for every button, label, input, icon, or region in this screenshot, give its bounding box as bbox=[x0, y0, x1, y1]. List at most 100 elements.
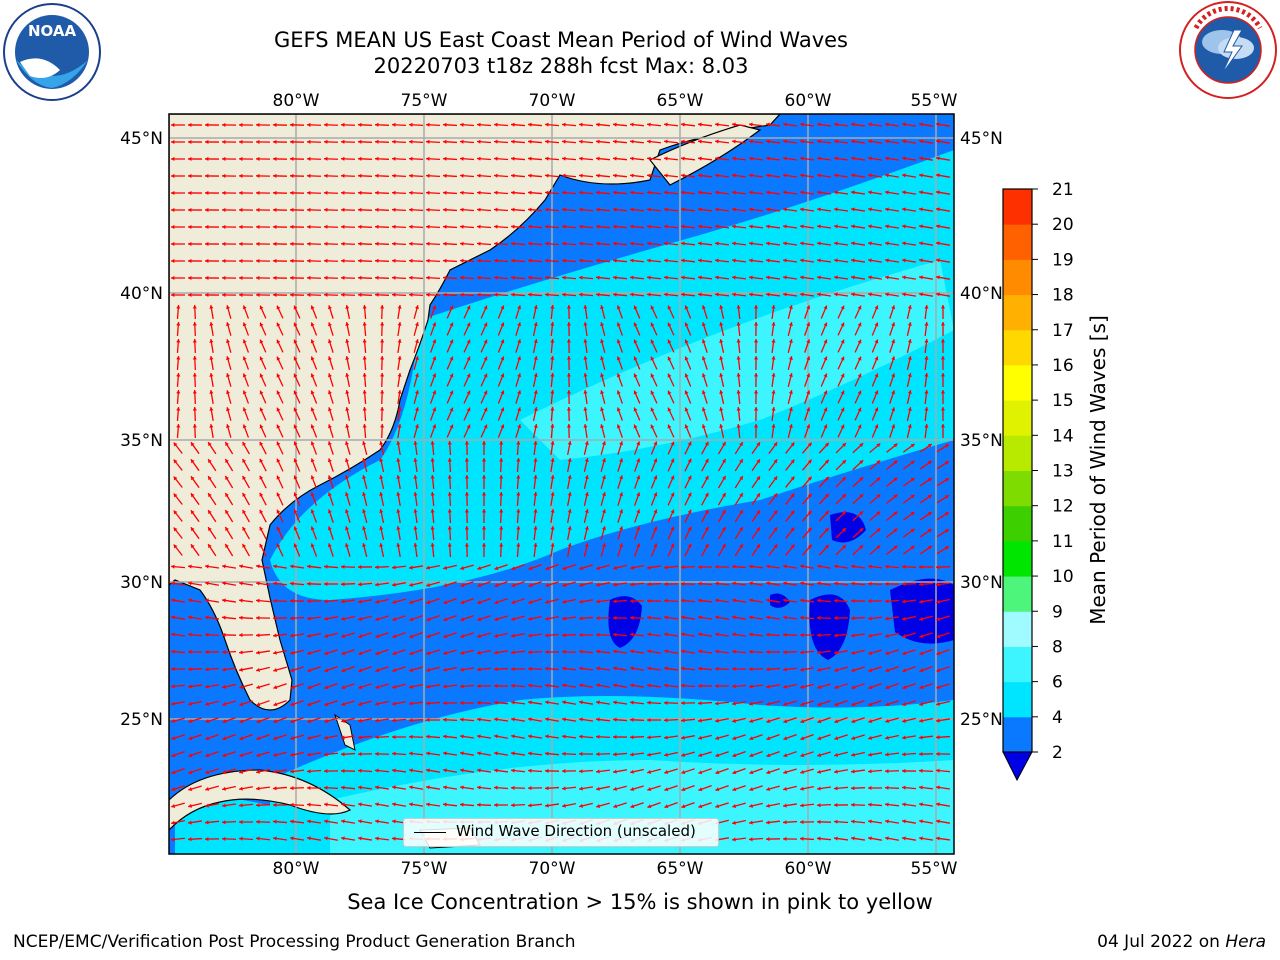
wave-arrow-head bbox=[681, 275, 685, 280]
wave-arrow-head bbox=[613, 156, 617, 161]
wave-arrow-head bbox=[940, 424, 946, 428]
wave-arrow-head bbox=[749, 598, 753, 603]
wave-arrow-head bbox=[924, 322, 929, 326]
wave-arrow-head bbox=[273, 258, 277, 263]
wave-arrow-head bbox=[647, 207, 651, 212]
wave-arrow-head bbox=[392, 258, 396, 263]
wave-arrow-head bbox=[345, 322, 350, 326]
wave-arrow-head bbox=[239, 564, 243, 569]
wave-arrow-head bbox=[902, 224, 906, 229]
wave-arrow-head bbox=[876, 528, 881, 533]
wave-arrow-head bbox=[449, 424, 454, 429]
wave-arrow-head bbox=[327, 458, 332, 463]
wave-arrow-head bbox=[500, 373, 505, 378]
wave-arrow-head bbox=[664, 224, 668, 229]
wave-arrow-head bbox=[307, 173, 311, 178]
wave-arrow-head bbox=[409, 258, 413, 263]
wave-arrow-head bbox=[256, 190, 260, 195]
wave-arrow-head bbox=[840, 407, 845, 412]
wave-arrow-head bbox=[842, 545, 846, 549]
wave-arrow-head bbox=[545, 207, 549, 212]
wave-arrow-head bbox=[341, 139, 345, 144]
wave-arrow-head bbox=[516, 492, 521, 496]
colorbar-level bbox=[1003, 611, 1032, 647]
wave-arrow-head bbox=[375, 599, 379, 604]
wave-arrow-head bbox=[443, 565, 448, 570]
wave-arrow-head bbox=[443, 617, 448, 622]
wave-arrow-head bbox=[790, 527, 795, 532]
wave-arrow-head bbox=[753, 373, 759, 377]
wave-arrow-head bbox=[567, 492, 572, 496]
wave-arrow-head bbox=[619, 458, 624, 463]
wave-arrow-head bbox=[790, 476, 795, 481]
wave-arrow-head bbox=[817, 156, 821, 161]
wave-arrow-head bbox=[806, 356, 811, 361]
wave-arrow-head bbox=[562, 190, 566, 195]
wave-arrow-head bbox=[698, 564, 702, 570]
wave-arrow-head bbox=[910, 443, 915, 448]
wave-arrow-head bbox=[379, 543, 384, 547]
wave-arrow-head bbox=[783, 122, 787, 127]
wave-arrow-head bbox=[566, 373, 571, 377]
wave-arrow-head bbox=[650, 356, 655, 361]
wave-arrow-head bbox=[205, 581, 209, 586]
colorbar-tick-label: 15 bbox=[1052, 391, 1074, 411]
wave-arrow-head bbox=[511, 139, 515, 144]
wave-arrow-head bbox=[483, 390, 488, 395]
wave-arrow-head bbox=[397, 424, 402, 428]
wave-arrow-head bbox=[188, 139, 192, 145]
wave-arrow-head bbox=[736, 322, 741, 326]
colorbar-tick-label: 8 bbox=[1052, 637, 1063, 657]
wave-arrow-head bbox=[190, 493, 195, 498]
wave-arrow-head bbox=[477, 583, 482, 588]
wave-arrow-head bbox=[477, 566, 482, 571]
wave-arrow-head bbox=[817, 615, 821, 620]
wave-arrow-head bbox=[341, 258, 345, 263]
wave-arrow-head bbox=[650, 390, 655, 395]
wave-arrow-head bbox=[545, 599, 550, 604]
wave-arrow-head bbox=[358, 258, 362, 263]
wave-arrow-head bbox=[500, 424, 505, 429]
wave-arrow-head bbox=[944, 461, 949, 465]
wave-arrow-head bbox=[307, 599, 311, 604]
wave-arrow-head bbox=[885, 207, 889, 212]
wave-arrow-head bbox=[358, 224, 362, 229]
wave-arrow-head bbox=[226, 390, 231, 395]
wave-arrow-head bbox=[293, 407, 298, 412]
wave-arrow-head bbox=[936, 139, 940, 144]
wave-arrow-head bbox=[426, 190, 430, 195]
wave-arrow-head bbox=[358, 275, 362, 280]
wave-arrow-head bbox=[562, 258, 566, 263]
wave-arrow-head bbox=[715, 275, 719, 280]
wave-arrow-head bbox=[596, 565, 601, 570]
wave-arrow-head bbox=[771, 305, 776, 309]
wave-arrow-head bbox=[650, 407, 655, 412]
wave-arrow-head bbox=[188, 581, 192, 586]
wave-arrow-head bbox=[722, 458, 726, 463]
wave-arrow-head bbox=[800, 292, 804, 297]
wave-arrow-head bbox=[358, 122, 362, 127]
wave-arrow-head bbox=[324, 599, 328, 604]
wave-arrow-head bbox=[242, 373, 247, 378]
wave-arrow-head bbox=[859, 460, 864, 465]
wave-arrow-head bbox=[205, 598, 209, 603]
wave-arrow-head bbox=[766, 156, 770, 161]
wave-arrow-head bbox=[940, 339, 946, 343]
wave-arrow-head bbox=[749, 122, 753, 127]
wave-arrow-head bbox=[630, 190, 634, 195]
colorbar-level bbox=[1003, 189, 1032, 225]
wave-arrow-head bbox=[766, 581, 770, 586]
wave-arrow-head bbox=[596, 190, 600, 195]
wave-arrow-head bbox=[171, 207, 175, 213]
wave-arrow-head bbox=[222, 581, 226, 586]
wave-arrow-head bbox=[528, 241, 532, 246]
wave-arrow-head bbox=[771, 339, 776, 343]
wave-arrow-head bbox=[600, 407, 605, 412]
wave-arrow-head bbox=[477, 156, 481, 161]
wave-arrow-head bbox=[208, 544, 212, 549]
wave-arrow-head bbox=[327, 356, 332, 361]
wave-arrow-head bbox=[722, 492, 726, 497]
wave-arrow-head bbox=[749, 139, 753, 144]
wave-arrow-head bbox=[885, 275, 889, 280]
wave-arrow-head bbox=[936, 599, 940, 604]
